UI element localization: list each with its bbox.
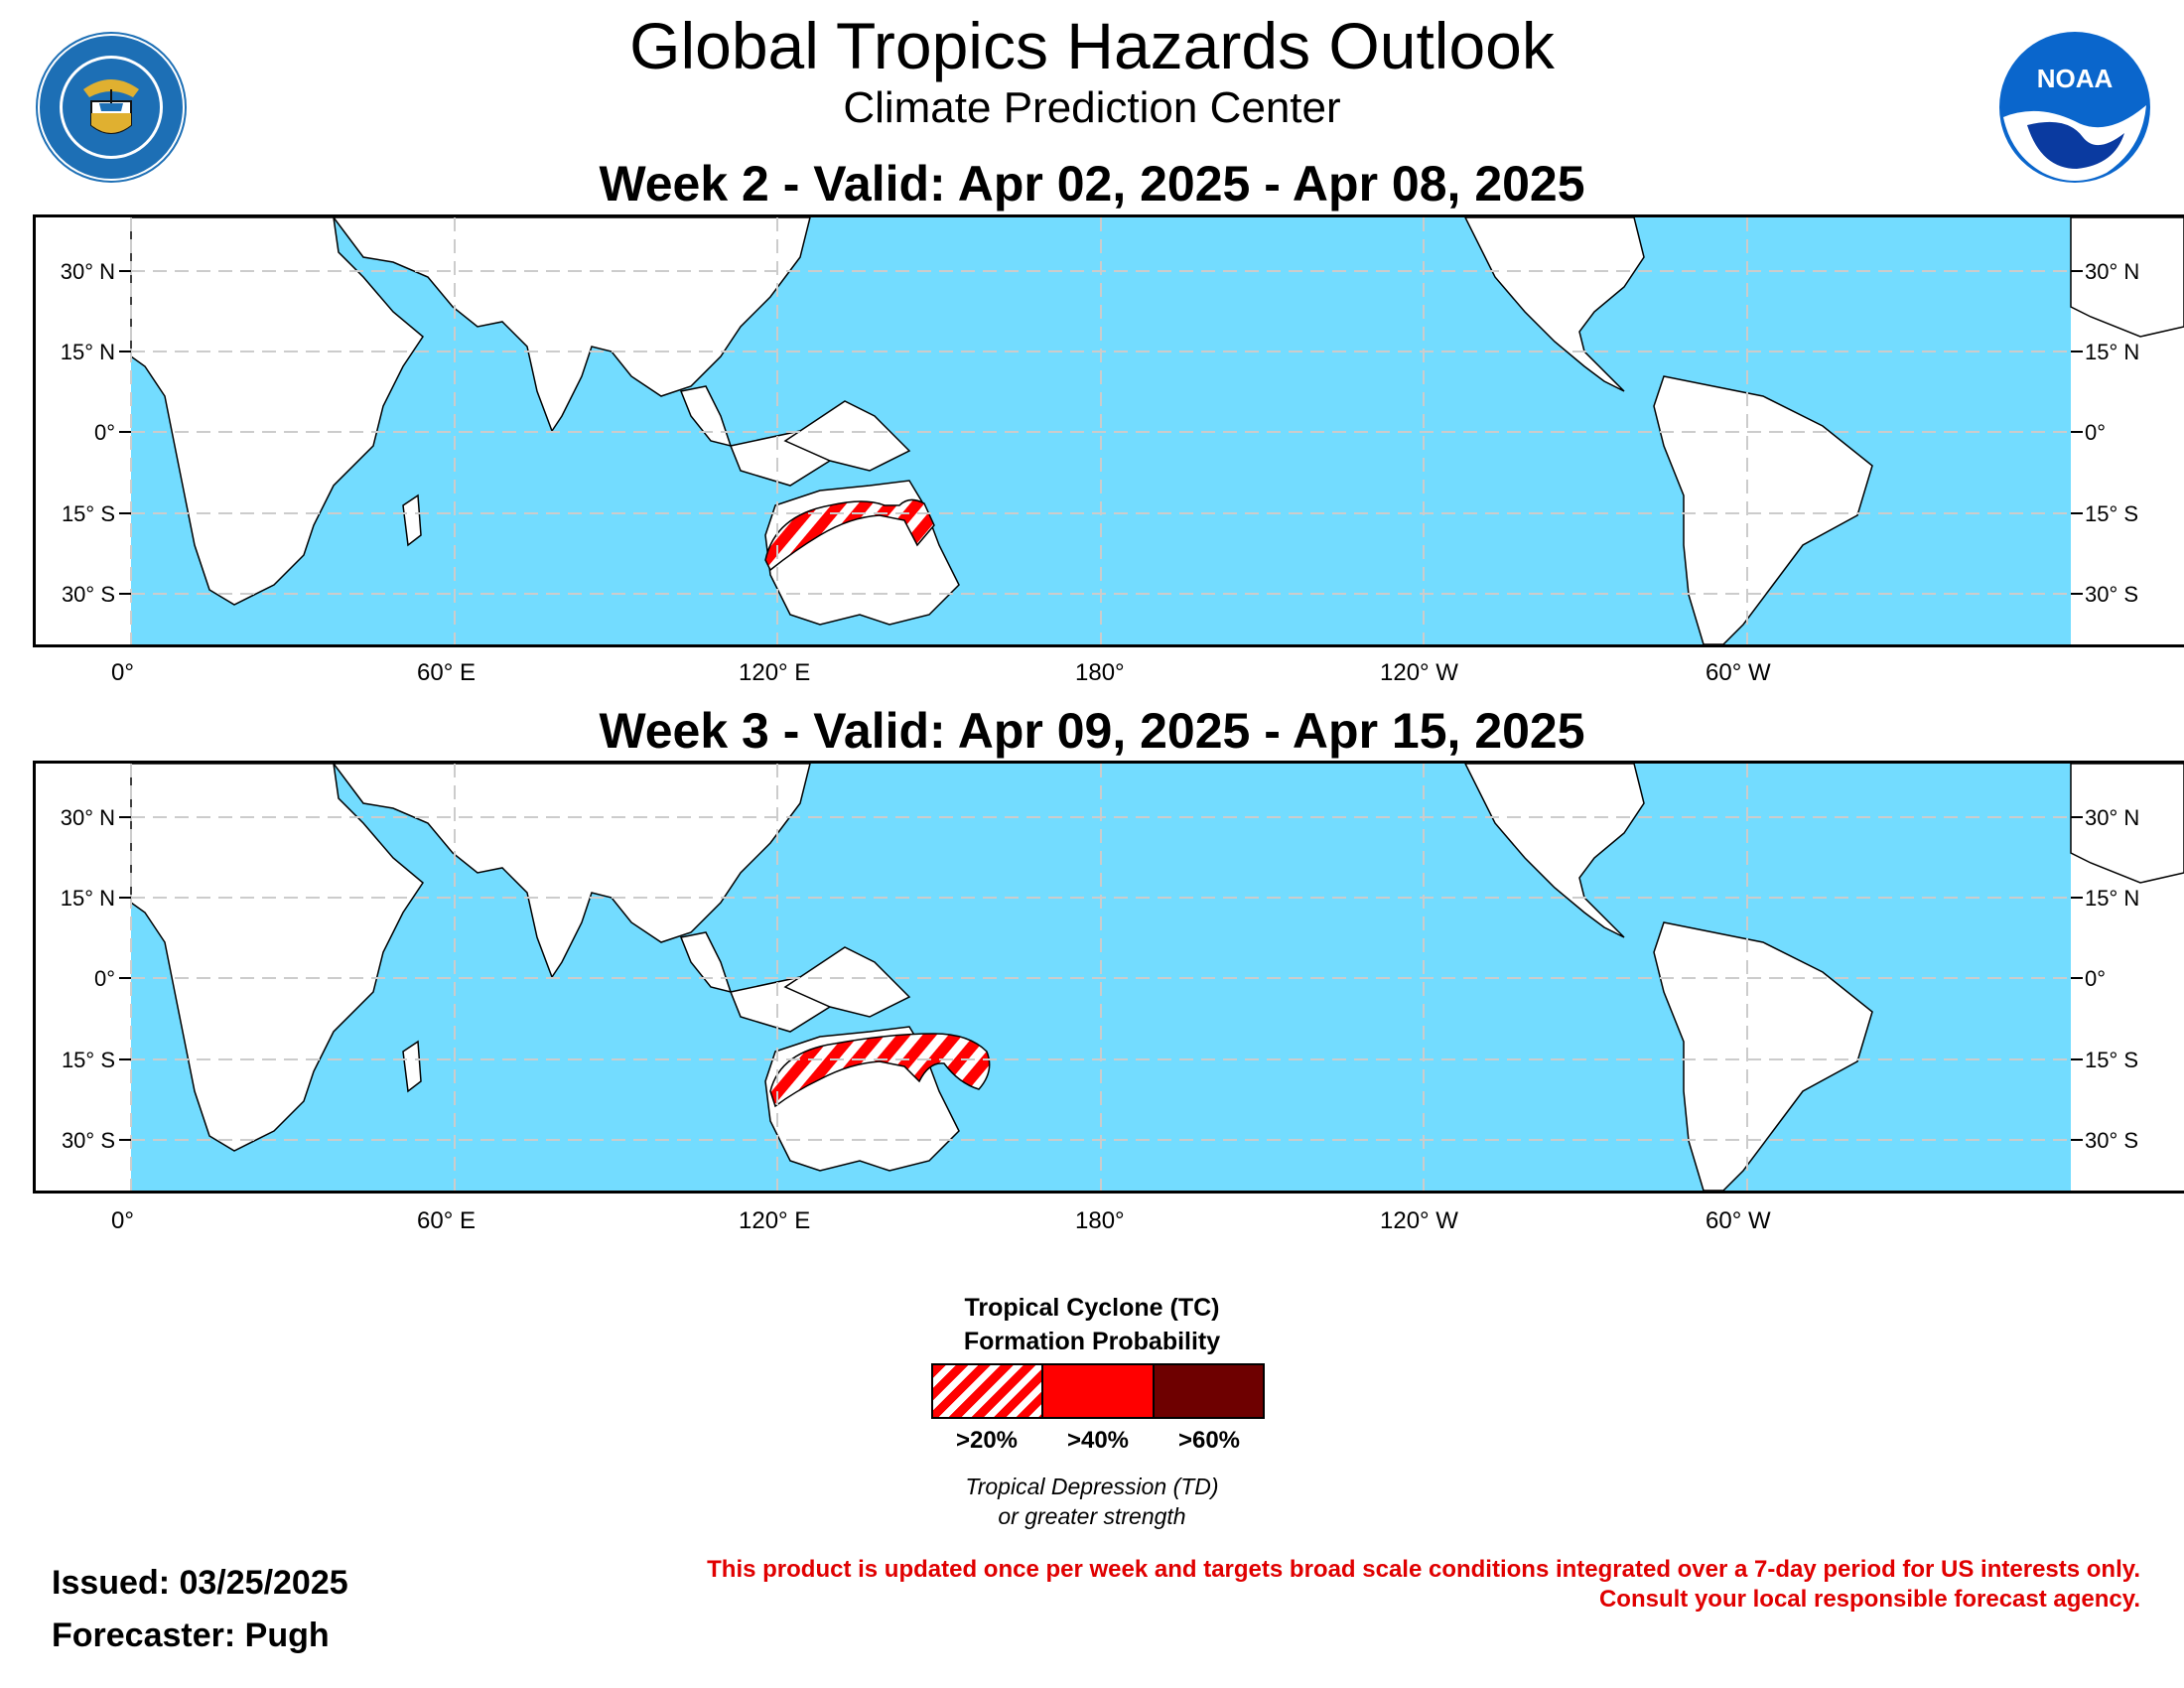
madagascar [402, 493, 422, 547]
svg-text:15° S: 15° S [2085, 501, 2138, 526]
hazard-area-tc-20 [764, 498, 935, 572]
madagascar [402, 1040, 422, 1093]
legend-label-60: >60% [1177, 1427, 1241, 1454]
graticule [130, 764, 2071, 1191]
legend-title-line2: Formation Probability [963, 1328, 1221, 1355]
legend-note: Tropical Depression (TD) or greater stre… [893, 1472, 1291, 1531]
svg-text:15° S: 15° S [2085, 1048, 2138, 1072]
new-guinea-region [783, 400, 911, 472]
legend-note-line2: or greater strength [998, 1503, 1186, 1529]
ticks [119, 270, 2083, 595]
legend-swatch-solid-60 [1154, 1365, 1263, 1417]
svg-text:15° S: 15° S [62, 1048, 115, 1072]
west-africa-east-edge [2070, 764, 2184, 884]
africa [130, 764, 424, 1152]
svg-text:30° N: 30° N [61, 805, 115, 830]
lon-label: 120° W [1380, 659, 1458, 686]
svg-text:15° N: 15° N [61, 886, 115, 911]
legend-color-bar [931, 1363, 1265, 1419]
svg-text:30° N: 30° N [61, 259, 115, 284]
south-america [1653, 921, 1873, 1191]
svg-text:NOAA: NOAA [2037, 64, 2114, 93]
svg-text:0°: 0° [2085, 420, 2106, 445]
lon-label: 60° E [417, 1207, 476, 1234]
north-america [1464, 764, 1645, 938]
svg-text:30° S: 30° S [2085, 582, 2138, 607]
lon-label: 0° [111, 659, 134, 686]
north-america [1464, 217, 1645, 392]
svg-text:15° N: 15° N [2085, 340, 2139, 364]
page-subtitle: Climate Prediction Center [843, 83, 1341, 132]
graticule [130, 217, 2071, 644]
legend-note-line1: Tropical Depression (TD) [965, 1474, 1219, 1499]
lon-label: 0° [111, 1207, 134, 1234]
svg-text:0°: 0° [94, 966, 115, 991]
svg-text:15° S: 15° S [62, 501, 115, 526]
issued-date: Issued: 03/25/2025 [52, 1564, 348, 1602]
disclaimer-line2: Consult your local responsible forecast … [1598, 1586, 2140, 1613]
week2-title: Week 2 - Valid: Apr 02, 2025 - Apr 08, 2… [599, 156, 1585, 211]
svg-text:30° N: 30° N [2085, 259, 2139, 284]
west-africa-east-edge [2070, 217, 2184, 338]
svg-text:0°: 0° [2085, 966, 2106, 991]
forecaster-name: Forecaster: Pugh [52, 1617, 330, 1654]
lat-labels-right: 30° N 15° N 0° 15° S 30° S [2085, 259, 2139, 607]
week3-map: 30° N 15° N 0° 15° S 30° S 30° N 15° N 0… [33, 761, 2184, 1194]
svg-text:15° N: 15° N [2085, 886, 2139, 911]
legend-title-line1: Tropical Cyclone (TC) [964, 1294, 1220, 1322]
lon-label: 120° E [739, 659, 811, 686]
lon-label: 60° W [1706, 659, 1771, 686]
ticks [119, 816, 2083, 1141]
svg-text:30° S: 30° S [62, 1128, 115, 1153]
hazard-area-tc-20 [769, 1033, 991, 1108]
svg-text:30° S: 30° S [62, 582, 115, 607]
south-america [1653, 375, 1873, 644]
lon-label: 60° W [1706, 1207, 1771, 1234]
page-title: Global Tropics Hazards Outlook [629, 9, 1555, 82]
commerce-seal-logo [36, 32, 187, 183]
legend-title: Tropical Cyclone (TC) Formation Probabil… [893, 1291, 1291, 1358]
lon-label: 120° W [1380, 1207, 1458, 1234]
legend-swatch-hatched-20 [933, 1365, 1044, 1417]
lat-labels-right: 30° N 15° N 0° 15° S 30° S [2085, 805, 2139, 1153]
svg-text:30° S: 30° S [2085, 1128, 2138, 1153]
lat-labels-left: 30° N 15° N 0° 15° S 30° S [61, 805, 115, 1153]
disclaimer: This product is updated once per week an… [552, 1555, 2140, 1615]
week3-title: Week 3 - Valid: Apr 09, 2025 - Apr 15, 2… [599, 703, 1585, 759]
legend-label-20: >20% [955, 1427, 1019, 1454]
lon-label: 120° E [739, 1207, 811, 1234]
svg-text:0°: 0° [94, 420, 115, 445]
new-guinea-region [783, 946, 911, 1018]
svg-text:30° N: 30° N [2085, 805, 2139, 830]
lon-label: 180° [1075, 659, 1125, 686]
disclaimer-line1: This product is updated once per week an… [707, 1556, 2140, 1583]
svg-text:15° N: 15° N [61, 340, 115, 364]
week3-map-svg: 30° N 15° N 0° 15° S 30° S 30° N 15° N 0… [61, 764, 2184, 1191]
africa [130, 217, 424, 606]
lon-label: 180° [1075, 1207, 1125, 1234]
noaa-logo: NOAA [1999, 32, 2150, 183]
legend-label-40: >40% [1066, 1427, 1130, 1454]
week2-map: 30° N 15° N 0° 15° S 30° S 30° N 15° N 0… [33, 214, 2184, 647]
legend-swatch-solid-40 [1043, 1365, 1155, 1417]
lon-label: 60° E [417, 659, 476, 686]
week2-map-svg: 30° N 15° N 0° 15° S 30° S 30° N 15° N 0… [61, 217, 2184, 644]
lat-labels-left: 30° N 15° N 0° 15° S 30° S [61, 259, 115, 607]
